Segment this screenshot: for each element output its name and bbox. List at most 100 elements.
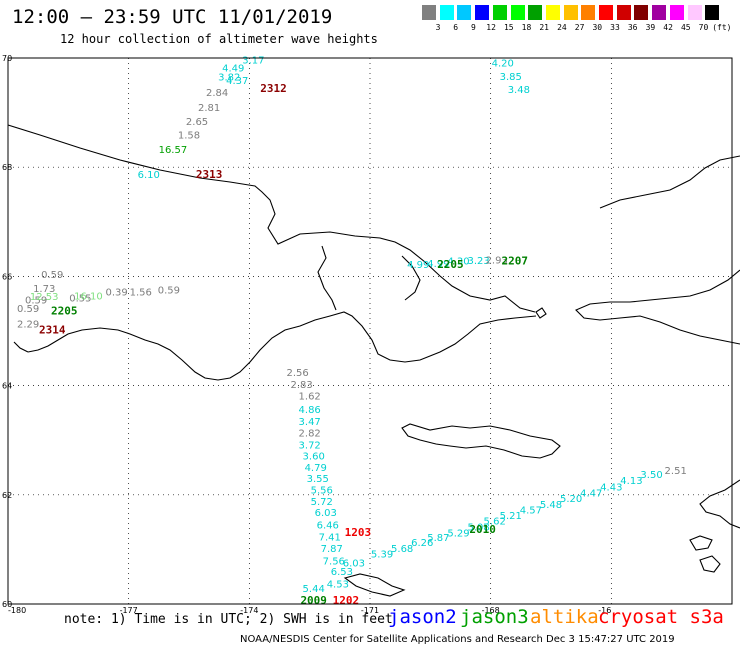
wave-height-label: 4.49 — [222, 64, 244, 75]
scale-label: 18 — [521, 23, 532, 32]
wave-height-label: 2.82 — [299, 428, 321, 439]
lon-tick-label: -174 — [240, 606, 258, 615]
wave-height-label: 2.93 — [486, 255, 508, 266]
lat-tick-label: 66 — [2, 272, 12, 281]
alaska-north-coast — [599, 155, 740, 209]
legend-item: jason3 — [460, 606, 529, 628]
scale-label: 15 — [503, 23, 514, 32]
wave-height-label: 5.21 — [500, 511, 522, 522]
scale-label: 21 — [539, 23, 549, 32]
scale-label: 30 — [592, 23, 603, 32]
wave-height-label: 4.57 — [520, 505, 542, 516]
wave-height-label: 5.39 — [371, 550, 393, 561]
wave-height-label: 3.60 — [303, 451, 325, 462]
wave-height-label: 3.50 — [640, 470, 662, 481]
wave-height-label: 1.58 — [178, 130, 200, 141]
lon-tick-label: -180 — [8, 606, 26, 615]
scale-label: 24 — [557, 23, 567, 32]
wave-height-label: 7.87 — [321, 544, 343, 555]
wave-height-label: 4.86 — [299, 405, 321, 416]
wave-height-label: 0.59 — [41, 270, 63, 281]
alaska-seward-coast — [575, 269, 740, 345]
scale-label: 45 — [680, 23, 691, 32]
pass-time-label: 1202 — [333, 594, 360, 607]
pass-time-label: 2205 — [437, 258, 464, 271]
scale-swatch — [510, 5, 525, 20]
legend-item: jason2 — [388, 606, 457, 628]
wave-height-label: 4.79 — [305, 463, 327, 474]
scale-label: 39 — [645, 23, 656, 32]
wave-height-label: 4.99 — [427, 259, 449, 270]
scale-label: 6 — [453, 23, 459, 32]
wave-height-label: 7.56 — [323, 557, 345, 568]
wave-height-label: 6.26 — [411, 538, 433, 549]
scale-swatch — [616, 5, 631, 20]
kolyuchin-inlet — [401, 255, 421, 301]
map-frame — [7, 57, 733, 605]
scale-swatch — [669, 5, 684, 20]
lat-lon-grid: 70 68 66 64 62 60-180 -177 -174 -171 -168 -16 — [2, 54, 732, 615]
wave-height-label: 5.29 — [447, 528, 469, 539]
scale-label: 42 — [663, 23, 673, 32]
lat-tick-label: 70 — [2, 54, 12, 63]
pass-time-label: 2312 — [260, 82, 287, 95]
scale-swatch — [475, 5, 490, 20]
scale-label: 9 — [470, 23, 476, 32]
wave-height-label: 0.39 — [105, 288, 127, 299]
wave-height-label: 4.43 — [600, 482, 622, 493]
wave-height-label: 6.10 — [138, 170, 160, 181]
wave-height-label: 2.81 — [198, 103, 220, 114]
wave-height-label: 2.51 — [665, 466, 687, 477]
wave-height-label: 6.53 — [331, 567, 353, 578]
scale-swatch — [528, 5, 543, 20]
wave-height-label: 7.41 — [319, 533, 341, 544]
wave-height-label: 4.99 — [407, 260, 429, 271]
wave-height-label: 5.72 — [311, 497, 333, 508]
wave-height-tracks: 3.174.493.824.372.84 2.81 2.65 1.58 16.57 6.1… — [17, 55, 687, 595]
scale-swatch — [581, 5, 596, 20]
lon-tick-label: -168 — [482, 606, 500, 615]
lat-tick-label: 62 — [2, 491, 12, 500]
pass-time-label: 2314 — [39, 324, 66, 337]
wave-height-label: 4.30 — [447, 256, 469, 267]
scale-swatch — [422, 5, 436, 20]
scale-swatch — [634, 5, 649, 20]
map-subtitle: 12 hour collection of altimeter wave hei… — [60, 32, 378, 46]
wave-height-label: 2.84 — [206, 88, 228, 99]
coastline — [7, 124, 740, 597]
wave-height-label: 4.37 — [226, 76, 248, 87]
wave-height-label: 5.68 — [391, 544, 413, 555]
alaska-yukon-delta — [699, 479, 740, 529]
wave-height-label: 2.56 — [286, 368, 308, 379]
wave-height-label: 4.13 — [620, 476, 642, 487]
scale-label: 33 — [610, 23, 620, 32]
lat-tick-label: 68 — [2, 163, 12, 172]
wave-height-label: 1.73 — [33, 284, 55, 295]
pass-time-label: 1203 — [345, 526, 372, 539]
gulf-of-anadyr-shore — [13, 341, 29, 353]
legend-item: cryosat s3a — [598, 606, 724, 628]
note-text: note: 1) Time is in UTC; 2) SWH is in fe… — [64, 612, 393, 627]
saint-lawrence-island — [401, 423, 561, 459]
scale-swatch — [545, 5, 560, 20]
wave-height-label: 5.44 — [303, 584, 325, 595]
wave-height-label: 4.20 — [492, 59, 514, 70]
wave-height-label: 3.72 — [299, 440, 321, 451]
wave-height-label: 0.59 — [25, 296, 47, 307]
wave-height-label: 3.48 — [508, 85, 530, 96]
wave-height-label: 5.87 — [427, 533, 449, 544]
wave-height-label: 0.55 — [69, 294, 91, 305]
scale-swatch — [563, 5, 578, 20]
wave-height-label: 1.62 — [299, 391, 321, 402]
diomede-islands — [535, 307, 547, 319]
wave-height-label: 2.83 — [290, 380, 312, 391]
scale-label: 3 — [435, 23, 441, 32]
pass-time-label: 2207 — [502, 254, 529, 267]
wave-height-label: 12.53 — [30, 292, 59, 303]
wave-height-label: 5.48 — [540, 500, 562, 511]
wave-height-label: 2.29 — [17, 320, 39, 331]
pass-time-label: 2009 — [300, 594, 327, 607]
scale-swatch — [687, 5, 702, 20]
pass-time-label: 2313 — [196, 168, 223, 181]
footer-credit: NOAA/NESDIS Center for Satellite Applica… — [240, 634, 675, 645]
